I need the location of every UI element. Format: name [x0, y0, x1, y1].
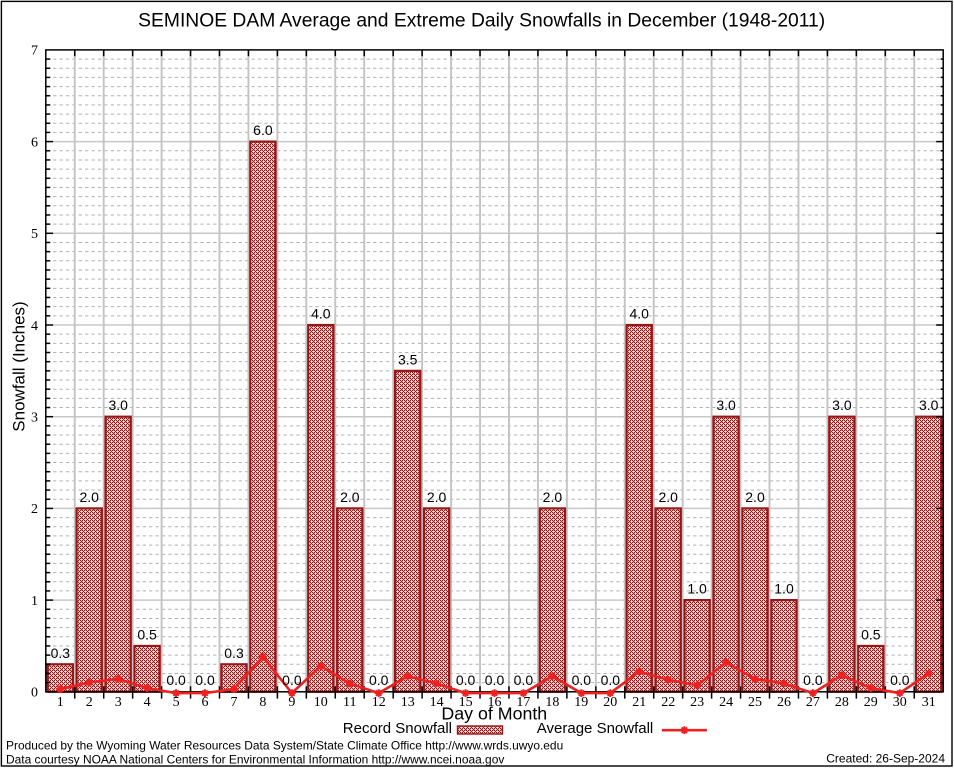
svg-text:10: 10 — [314, 695, 328, 710]
svg-text:2.0: 2.0 — [658, 489, 678, 505]
svg-text:31: 31 — [922, 695, 936, 710]
svg-text:0.0: 0.0 — [601, 672, 621, 688]
svg-text:4: 4 — [144, 695, 151, 710]
svg-text:4: 4 — [31, 319, 38, 334]
svg-text:23: 23 — [690, 695, 704, 710]
svg-text:3: 3 — [115, 695, 122, 710]
svg-text:1.0: 1.0 — [687, 581, 707, 597]
svg-text:25: 25 — [748, 695, 762, 710]
svg-text:17: 17 — [516, 695, 530, 710]
svg-text:4.0: 4.0 — [629, 306, 649, 322]
svg-text:2: 2 — [86, 695, 93, 710]
svg-text:SEMINOE DAM Average and Extrem: SEMINOE DAM Average and Extreme Daily Sn… — [138, 11, 825, 32]
svg-text:1: 1 — [57, 695, 64, 710]
svg-text:3.5: 3.5 — [398, 351, 418, 367]
svg-text:6: 6 — [202, 695, 209, 710]
svg-text:Average Snowfall: Average Snowfall — [537, 720, 653, 737]
svg-text:5: 5 — [31, 227, 38, 242]
svg-text:0.0: 0.0 — [485, 672, 505, 688]
svg-text:24: 24 — [719, 695, 733, 710]
svg-text:26: 26 — [777, 695, 791, 710]
svg-text:4.0: 4.0 — [311, 306, 331, 322]
svg-text:2.0: 2.0 — [340, 489, 360, 505]
svg-text:30: 30 — [893, 695, 907, 710]
svg-text:2: 2 — [31, 502, 38, 517]
svg-text:9: 9 — [288, 695, 295, 710]
svg-text:7: 7 — [31, 44, 38, 59]
svg-text:27: 27 — [806, 695, 820, 710]
svg-text:8: 8 — [259, 695, 266, 710]
svg-text:0.0: 0.0 — [456, 672, 476, 688]
svg-text:2.0: 2.0 — [543, 489, 563, 505]
svg-text:0.0: 0.0 — [514, 672, 534, 688]
svg-text:7: 7 — [231, 695, 238, 710]
svg-text:13: 13 — [401, 695, 415, 710]
svg-text:3: 3 — [31, 411, 38, 426]
svg-text:0.3: 0.3 — [224, 645, 244, 661]
svg-text:0.0: 0.0 — [282, 672, 302, 688]
svg-text:0.0: 0.0 — [890, 672, 910, 688]
svg-text:0.0: 0.0 — [369, 672, 389, 688]
svg-text:0.3: 0.3 — [51, 645, 71, 661]
svg-text:0.5: 0.5 — [137, 626, 157, 642]
svg-text:21: 21 — [632, 695, 646, 710]
svg-text:3.0: 3.0 — [108, 397, 128, 413]
svg-text:Record Snowfall: Record Snowfall — [343, 720, 452, 737]
svg-text:Created: 26-Sep-2024: Created: 26-Sep-2024 — [826, 752, 945, 766]
svg-text:0.0: 0.0 — [166, 672, 186, 688]
svg-text:3.0: 3.0 — [716, 397, 736, 413]
svg-text:5: 5 — [173, 695, 180, 710]
svg-text:0: 0 — [31, 686, 38, 701]
svg-text:0.5: 0.5 — [861, 626, 881, 642]
svg-text:11: 11 — [343, 695, 356, 710]
svg-text:15: 15 — [459, 695, 473, 710]
svg-text:16: 16 — [488, 695, 502, 710]
svg-text:0.0: 0.0 — [572, 672, 592, 688]
svg-text:Snowfall (Inches): Snowfall (Inches) — [10, 301, 29, 431]
svg-text:0.0: 0.0 — [195, 672, 215, 688]
svg-text:2.0: 2.0 — [745, 489, 765, 505]
svg-text:3.0: 3.0 — [832, 397, 852, 413]
svg-text:12: 12 — [372, 695, 386, 710]
svg-text:28: 28 — [835, 695, 849, 710]
svg-text:29: 29 — [864, 695, 878, 710]
svg-text:6.0: 6.0 — [253, 122, 273, 138]
svg-text:3.0: 3.0 — [919, 397, 939, 413]
svg-text:1.0: 1.0 — [774, 581, 794, 597]
svg-text:14: 14 — [430, 695, 444, 710]
svg-text:Data courtesy NOAA National Ce: Data courtesy NOAA National Centers for … — [6, 753, 504, 767]
svg-text:Produced by the Wyoming Water: Produced by the Wyoming Water Resources … — [6, 738, 563, 752]
svg-text:19: 19 — [574, 695, 588, 710]
svg-text:0.0: 0.0 — [803, 672, 823, 688]
svg-text:Day of Month: Day of Month — [441, 704, 547, 724]
svg-text:20: 20 — [603, 695, 617, 710]
svg-text:2.0: 2.0 — [79, 489, 99, 505]
svg-text:1: 1 — [31, 594, 38, 609]
svg-text:22: 22 — [661, 695, 675, 710]
svg-text:6: 6 — [31, 135, 38, 150]
svg-text:2.0: 2.0 — [427, 489, 447, 505]
svg-text:18: 18 — [545, 695, 559, 710]
